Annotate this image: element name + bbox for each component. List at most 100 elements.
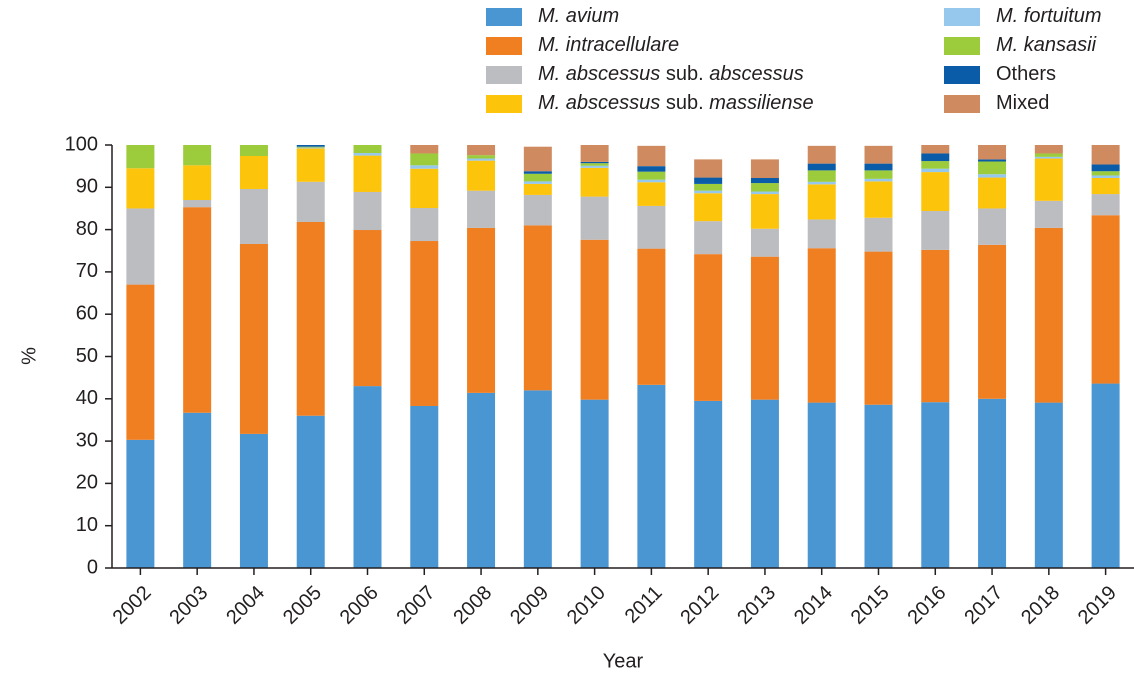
bar-segment	[523, 181, 552, 184]
bar-segment	[807, 402, 836, 568]
y-tick-label: 90	[76, 176, 98, 198]
bar-segment	[1091, 215, 1120, 384]
y-tick-label: 60	[76, 302, 98, 324]
legend-label: M. abscessus sub. abscessus	[538, 63, 804, 85]
bar-segment	[467, 155, 496, 159]
bar-segment	[353, 145, 382, 154]
bar-segment	[1034, 156, 1063, 159]
bar-segment	[694, 183, 723, 191]
x-tick-label: 2010	[563, 582, 610, 629]
legend-swatch	[486, 37, 522, 55]
bar-segment	[921, 402, 950, 568]
bar-segment	[864, 170, 893, 179]
x-tick-label: 2016	[904, 582, 951, 629]
bar-segment	[467, 145, 496, 156]
bar-segment	[580, 165, 609, 168]
x-tick-label: 2017	[960, 582, 1007, 629]
bar-segment	[296, 415, 325, 568]
legend-label: M. abscessus sub. massiliense	[538, 92, 814, 114]
bar-segment	[523, 146, 552, 172]
y-axis-label: %	[18, 347, 40, 365]
legend-label: Others	[996, 63, 1056, 85]
bar-segment	[750, 399, 779, 568]
bar-segment	[921, 172, 950, 211]
bar-segment	[694, 159, 723, 178]
bar-segment	[978, 244, 1007, 399]
bar-segment	[239, 155, 268, 189]
bar-segment	[807, 145, 836, 164]
bar-segment	[126, 439, 155, 568]
x-tick-label: 2013	[733, 582, 780, 629]
y-tick-label: 20	[76, 472, 98, 494]
bar-segment	[978, 161, 1007, 175]
y-tick-label: 40	[76, 387, 98, 409]
bar-segment	[296, 148, 325, 182]
bar-segment	[921, 153, 950, 162]
bar-segment	[523, 194, 552, 226]
bar-segment	[864, 145, 893, 164]
bar-segment	[523, 225, 552, 391]
bar-segment	[978, 398, 1007, 568]
bar-segment	[637, 171, 666, 180]
bar-segment	[637, 179, 666, 183]
bar-segment	[864, 178, 893, 182]
bar-segment	[1091, 164, 1120, 172]
bar-segment	[978, 174, 1007, 178]
bar-segment	[580, 167, 609, 197]
bar-segment	[183, 165, 212, 200]
bar-segment	[1034, 200, 1063, 228]
bar-segment	[523, 183, 552, 195]
y-tick-label: 80	[76, 218, 98, 240]
x-tick-label: 2006	[336, 582, 383, 629]
y-tick-label: 10	[76, 514, 98, 536]
y-tick-label: 50	[76, 345, 98, 367]
bar-segment	[1034, 402, 1063, 568]
x-axis-label: Year	[603, 650, 644, 672]
x-tick-label: 2008	[449, 582, 496, 629]
bar-segment	[523, 173, 552, 182]
bar-segment	[410, 405, 439, 568]
bar-segment	[807, 184, 836, 220]
bar-segment	[126, 168, 155, 209]
bar-segment	[1091, 383, 1120, 568]
bar-segment	[353, 230, 382, 387]
legend-label: Mixed	[996, 92, 1049, 114]
bar-segment	[694, 190, 723, 194]
x-tick-label: 2003	[165, 582, 212, 629]
bar-segment	[1091, 194, 1120, 216]
legend-swatch	[486, 66, 522, 84]
bar-segment	[637, 145, 666, 167]
bar-segment	[637, 205, 666, 249]
bar-segment	[807, 163, 836, 171]
bar-segment	[410, 241, 439, 406]
bar-segment	[467, 160, 496, 191]
legend-swatch	[486, 8, 522, 26]
bar-segment	[126, 284, 155, 440]
bar-segment	[978, 159, 1007, 162]
bar-segment	[637, 166, 666, 172]
bar-segment	[1091, 171, 1120, 176]
bar-segment	[921, 249, 950, 403]
bar-segment	[694, 193, 723, 222]
bar-segment	[807, 219, 836, 249]
bar-segment	[694, 400, 723, 568]
bar-segment	[694, 221, 723, 255]
legend-swatch	[944, 8, 980, 26]
legend-label: M. intracellulare	[538, 34, 679, 56]
bar-segment	[296, 181, 325, 222]
x-tick-label: 2014	[790, 582, 837, 629]
legend-swatch	[944, 66, 980, 84]
y-tick-label: 100	[65, 133, 98, 155]
x-tick-label: 2015	[847, 582, 894, 629]
bar-segment	[1091, 175, 1120, 178]
bar-segment	[183, 199, 212, 208]
bar-segment	[296, 146, 325, 148]
bar-segment	[580, 163, 609, 166]
x-tick-label: 2019	[1074, 582, 1121, 629]
bar-segment	[750, 159, 779, 178]
bar-segment	[864, 251, 893, 405]
bar-segment	[1034, 153, 1063, 157]
bar-segment	[523, 171, 552, 174]
bar-segment	[807, 170, 836, 182]
bar-segment	[353, 191, 382, 231]
